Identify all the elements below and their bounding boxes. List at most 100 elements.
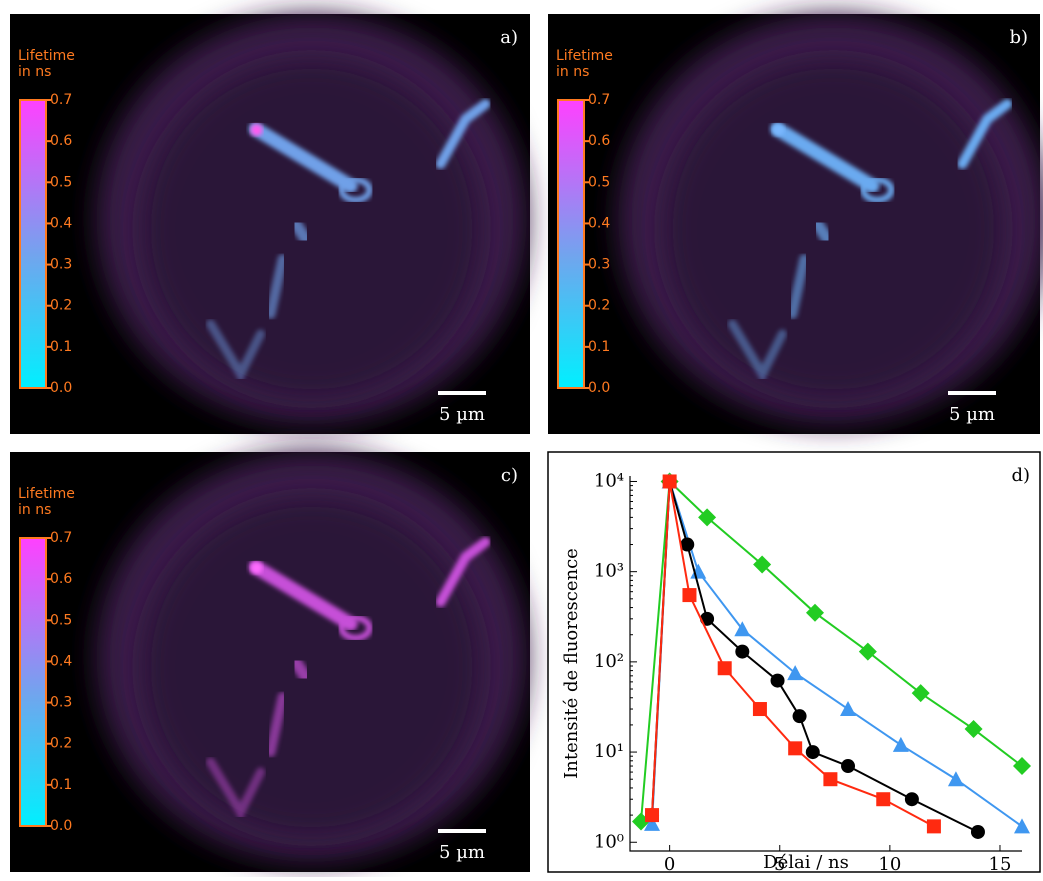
marker bbox=[787, 665, 804, 681]
marker bbox=[680, 537, 695, 552]
marker bbox=[964, 720, 983, 739]
fragment bbox=[435, 99, 491, 169]
cell-inner bbox=[663, 59, 1004, 399]
rod bbox=[248, 122, 358, 193]
colorbar-tick-label: 0.7 bbox=[588, 92, 610, 108]
colorbar-tick-label: 0.5 bbox=[50, 612, 72, 628]
x-tick-label: 10 bbox=[878, 854, 901, 875]
rod bbox=[248, 560, 358, 631]
y-tick-label: 10² bbox=[594, 651, 624, 672]
marker bbox=[840, 701, 857, 717]
marker bbox=[841, 759, 856, 774]
fragment bbox=[206, 757, 266, 822]
y-tick-label: 10⁰ bbox=[594, 831, 624, 852]
colorbar-tick-label: 0.5 bbox=[588, 174, 610, 190]
marker bbox=[735, 644, 750, 659]
colorbar-title: in ns bbox=[18, 64, 51, 80]
colorbar bbox=[19, 537, 47, 827]
marker bbox=[682, 588, 697, 603]
chart: d) 0 5 10 15 10⁰ 10¹ 10² 10³ 10⁴ Délai / ns Intensi… bbox=[547, 451, 1041, 875]
colorbar-tick-label: 0.4 bbox=[50, 215, 72, 231]
colorbar-title: in ns bbox=[18, 502, 51, 518]
marker bbox=[698, 508, 717, 527]
colorbar bbox=[19, 99, 47, 389]
x-tick-label: 5 bbox=[774, 854, 785, 875]
marker bbox=[717, 661, 732, 676]
scale-bar-label: 5 µm bbox=[439, 842, 485, 863]
colorbar-tick-label: 0.1 bbox=[588, 339, 610, 355]
colorbar-tick-label: 0.6 bbox=[50, 571, 72, 587]
rod-tip bbox=[772, 124, 785, 136]
y-tick-label: 10¹ bbox=[594, 741, 624, 762]
panel-label: a) bbox=[500, 27, 518, 48]
y-axis-label: Intensité de fluorescence bbox=[561, 548, 582, 779]
colorbar-tick-label: 0.4 bbox=[588, 215, 610, 231]
colorbar-tick-label: 0.7 bbox=[50, 530, 72, 546]
colorbar-tick-label: 0.2 bbox=[50, 736, 72, 752]
fragment bbox=[206, 319, 266, 384]
marker bbox=[1014, 818, 1030, 834]
colorbar-tick-label: 0.6 bbox=[50, 133, 72, 149]
y-tick-label: 10³ bbox=[594, 561, 624, 582]
marker bbox=[947, 771, 964, 787]
marker bbox=[858, 642, 877, 661]
colorbar-tick-label: 0.1 bbox=[50, 777, 72, 793]
colorbar-tick-label: 0.6 bbox=[588, 133, 610, 149]
marker bbox=[770, 673, 785, 688]
fragment bbox=[265, 692, 288, 757]
marker bbox=[926, 819, 941, 834]
marker bbox=[792, 709, 807, 724]
marker bbox=[753, 555, 772, 574]
colorbar-tick-label: 0.2 bbox=[50, 298, 72, 314]
marker bbox=[805, 745, 820, 760]
colorbar-tick-label: 0.3 bbox=[50, 257, 72, 273]
colorbar-title: Lifetime bbox=[18, 48, 75, 64]
fragment bbox=[957, 99, 1013, 169]
marker bbox=[904, 792, 919, 807]
colorbar-title: in ns bbox=[556, 64, 589, 80]
rod bbox=[770, 122, 880, 193]
x-axis-label: Délai / ns bbox=[763, 852, 849, 873]
marker bbox=[644, 815, 661, 831]
marker bbox=[662, 474, 677, 489]
marker bbox=[876, 792, 891, 807]
x-tick-label: 15 bbox=[989, 854, 1012, 875]
rod-tip bbox=[250, 124, 263, 136]
colorbar bbox=[557, 99, 585, 389]
colorbar-tick-label: 0.4 bbox=[50, 653, 72, 669]
rod-end bbox=[860, 177, 895, 203]
fragment bbox=[435, 537, 491, 607]
marker bbox=[752, 702, 767, 717]
panel-label: b) bbox=[1009, 27, 1028, 48]
marker bbox=[970, 824, 985, 839]
cell-inner bbox=[141, 497, 482, 837]
colorbar-tick-label: 0.5 bbox=[50, 174, 72, 190]
scale-bar-label: 5 µm bbox=[439, 404, 485, 425]
colorbar-title: Lifetime bbox=[556, 48, 613, 64]
fragment bbox=[787, 254, 810, 319]
x-tick-label: 0 bbox=[664, 854, 675, 875]
marker bbox=[788, 741, 803, 756]
colorbar-tick-label: 0.1 bbox=[50, 339, 72, 355]
marker bbox=[734, 621, 751, 637]
fragment bbox=[727, 319, 787, 384]
colorbar-tick-label: 0.0 bbox=[50, 380, 72, 396]
rod-end bbox=[338, 177, 373, 203]
panel-label: c) bbox=[501, 465, 518, 486]
rod-end bbox=[338, 615, 373, 641]
colorbar-tick-label: 0.0 bbox=[588, 380, 610, 396]
marker bbox=[911, 684, 930, 703]
colorbar-tick-label: 0.3 bbox=[50, 695, 72, 711]
colorbar-tick-label: 0.2 bbox=[588, 298, 610, 314]
colorbar-tick-label: 0.7 bbox=[50, 92, 72, 108]
marker bbox=[823, 772, 838, 787]
fragment bbox=[289, 656, 312, 683]
colorbar-tick-label: 0.0 bbox=[50, 818, 72, 834]
y-tick-label: 10⁴ bbox=[594, 470, 624, 491]
marker bbox=[805, 603, 824, 622]
fragment bbox=[265, 254, 288, 319]
